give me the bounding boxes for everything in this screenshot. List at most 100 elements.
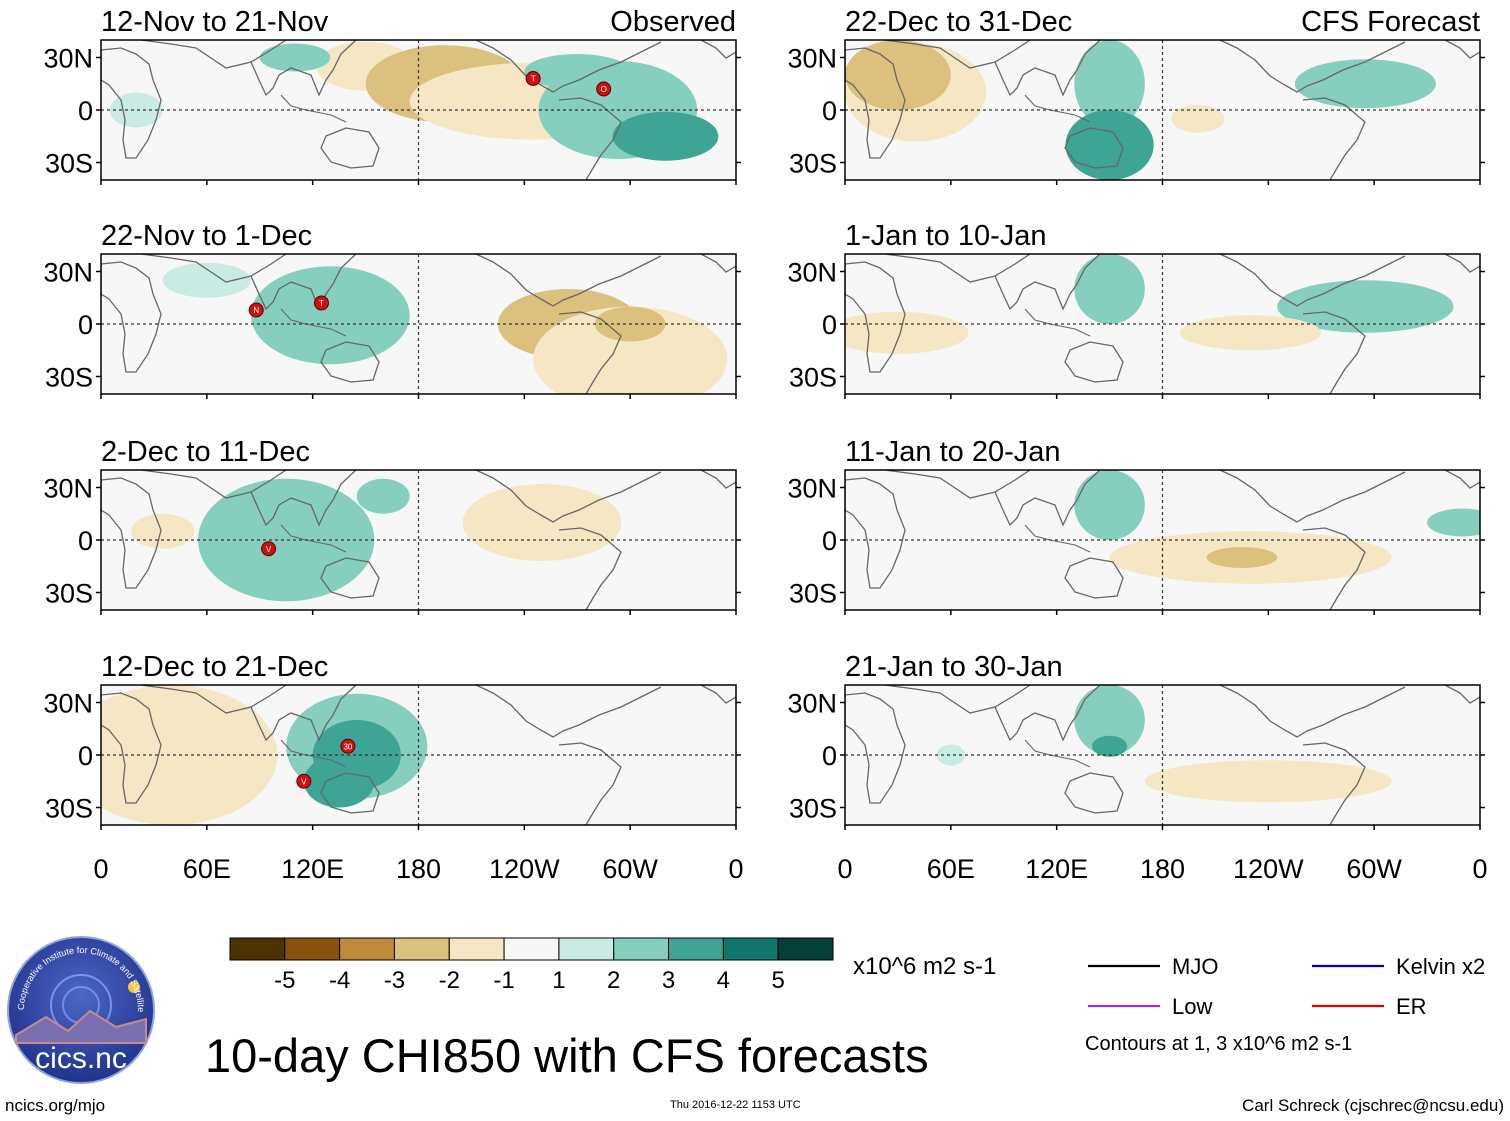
- lat-tick-label: 30S: [789, 794, 837, 824]
- line-legend: MJO Kelvin x2 Low ER: [1088, 954, 1485, 1019]
- anomaly-shading: [845, 311, 969, 354]
- colorbar-swatch: [613, 937, 670, 961]
- lat-tick-label: 30S: [45, 579, 93, 609]
- lat-tick-label: 30N: [787, 474, 837, 504]
- site-url: ncics.org/mjo: [5, 1096, 106, 1115]
- colorbar-swatch: [448, 937, 505, 961]
- map-panel: 30N 0 30S 1-Jan to 10-Jan: [787, 220, 1485, 399]
- author-credit: Carl Schreck (cjschrec@ncsu.edu): [1242, 1096, 1504, 1115]
- storm-marker: V: [296, 773, 312, 789]
- storm-marker: T: [313, 295, 329, 311]
- colorbar-swatch: [722, 937, 779, 961]
- column-header: Observed: [610, 6, 736, 38]
- lon-tick-label: 60W: [1346, 854, 1402, 884]
- storm-marker-label: N: [253, 306, 259, 315]
- lon-tick-label: 120W: [1233, 854, 1304, 884]
- lat-tick-label: 0: [78, 96, 93, 126]
- panel-period-title: 22-Nov to 1-Dec: [101, 220, 312, 252]
- lon-tick-label: 60E: [183, 854, 231, 884]
- colorbar-swatch: [229, 937, 286, 961]
- colorbar-swatch: [393, 937, 450, 961]
- column-header: CFS Forecast: [1301, 6, 1480, 38]
- anomaly-shading: [1074, 254, 1145, 324]
- storm-marker: V: [261, 541, 277, 557]
- lon-tick-label: 120W: [489, 854, 560, 884]
- panel-period-title: 12-Nov to 21-Nov: [101, 6, 329, 38]
- lat-tick-label: 30N: [43, 44, 93, 74]
- legend-label: MJO: [1172, 954, 1218, 979]
- storm-marker: N: [248, 302, 264, 318]
- legend-label: Low: [1172, 994, 1212, 1019]
- storm-marker-label: T: [531, 75, 536, 84]
- colorbar-tick-label: -5: [274, 967, 295, 994]
- lat-tick-label: 30N: [787, 689, 837, 719]
- colorbar-tick-label: -1: [493, 967, 514, 994]
- anomaly-shading: [303, 755, 375, 808]
- figure-title: 10-day CHI850 with CFS forecasts: [205, 1029, 929, 1082]
- storm-marker-label: 30: [343, 742, 352, 751]
- anomaly-shading: [1144, 760, 1392, 803]
- lat-tick-label: 30N: [787, 44, 837, 74]
- lat-tick-label: 0: [822, 526, 837, 556]
- legend-label: ER: [1396, 994, 1427, 1019]
- lat-tick-label: 0: [78, 310, 93, 340]
- panel-period-title: 1-Jan to 10-Jan: [845, 220, 1047, 252]
- anomaly-shading: [250, 266, 410, 365]
- map-panel: 30N 0 30S 2-Dec to 11-Dec V: [43, 436, 741, 615]
- lon-tick-label: 0: [837, 854, 852, 884]
- lat-tick-label: 0: [78, 526, 93, 556]
- anomaly-shading: [109, 92, 163, 128]
- anomaly-shading: [1277, 280, 1454, 333]
- anomaly-shading: [533, 306, 728, 394]
- lat-tick-label: 0: [78, 741, 93, 771]
- storm-marker-label: V: [266, 545, 272, 554]
- lon-tick-label: 180: [1140, 854, 1185, 884]
- anomaly-shading: [1427, 508, 1480, 537]
- cics-logo: Cooperative Institute for Climate and Sa…: [4, 927, 156, 1085]
- lat-tick-label: 30S: [45, 149, 93, 179]
- colorbar-swatch: [503, 937, 560, 961]
- lat-tick-label: 0: [822, 310, 837, 340]
- anomaly-shading: [130, 513, 195, 549]
- anomaly-shading: [1171, 104, 1225, 133]
- anomaly-shading: [162, 262, 251, 298]
- panel-period-title: 22-Dec to 31-Dec: [845, 6, 1072, 38]
- storm-marker-label: V: [301, 777, 307, 786]
- colorbar-tick-label: -4: [329, 967, 350, 994]
- anomaly-shading: [936, 744, 965, 766]
- colorbar-swatch: [284, 937, 341, 961]
- logo-text: cics.nc: [35, 1042, 127, 1075]
- lat-tick-label: 30N: [43, 474, 93, 504]
- legend-entry: MJO: [1088, 954, 1218, 979]
- map-panel: 30N 0 30S 11-Jan to 20-Jan: [787, 436, 1485, 615]
- anomaly-shading: [462, 484, 622, 561]
- lat-tick-label: 30N: [43, 258, 93, 288]
- anomaly-shading: [1206, 547, 1278, 568]
- map-panel: 30N 0 30S 22-Nov to 1-Dec N T: [43, 220, 741, 399]
- lat-tick-label: 30S: [45, 363, 93, 393]
- colorbar-tick-label: 4: [717, 967, 730, 994]
- lat-tick-label: 30S: [789, 363, 837, 393]
- lat-tick-label: 30N: [43, 689, 93, 719]
- anomaly-shading: [1074, 40, 1145, 128]
- lon-tick-label: 0: [93, 854, 108, 884]
- legend-entry: ER: [1312, 994, 1427, 1019]
- colorbar-tick-label: 3: [662, 967, 675, 994]
- map-panel: 30N 0 30S 22-Dec to 31-Dec CFS Forecast: [787, 6, 1485, 185]
- colorbar-tick-label: 5: [772, 967, 785, 994]
- colorbar-swatch: [668, 937, 724, 961]
- anomaly-shading: [524, 54, 631, 89]
- storm-marker: O: [596, 81, 612, 97]
- lat-tick-label: 0: [822, 741, 837, 771]
- colorbar-tick-label: 1: [552, 967, 565, 994]
- colorbar: -5 -4 -3 -2 -1 1 2 3 4 5: [229, 937, 834, 994]
- anomaly-shading: [259, 43, 331, 72]
- legend-entry: Kelvin x2: [1312, 954, 1485, 979]
- anomaly-shading: [1294, 59, 1436, 109]
- panel-period-title: 21-Jan to 30-Jan: [845, 651, 1063, 683]
- storm-marker: 30: [340, 738, 356, 754]
- colorbar-tick-label: -2: [439, 967, 460, 994]
- lat-tick-label: 30N: [787, 258, 837, 288]
- lat-tick-label: 30S: [789, 149, 837, 179]
